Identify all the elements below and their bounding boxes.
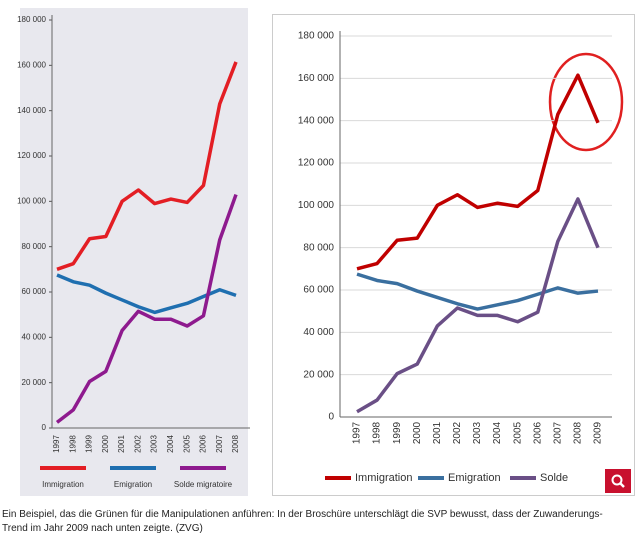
x-tick-label: 2005 (182, 435, 191, 453)
x-tick-label: 2009 (593, 421, 604, 444)
left-panel (20, 8, 248, 496)
x-tick-label: 2001 (117, 435, 126, 453)
y-tick-label: 180 000 (17, 15, 46, 24)
x-tick-label: 1999 (85, 435, 94, 453)
x-tick-label: 1998 (68, 435, 77, 453)
x-tick-label: 2007 (552, 421, 563, 444)
y-tick-label: 80 000 (22, 242, 47, 251)
y-tick-label: 100 000 (298, 200, 335, 211)
x-tick-label: 2005 (512, 421, 523, 444)
x-tick-label: 2006 (199, 435, 208, 453)
y-tick-label: 20 000 (303, 369, 334, 380)
series-line (56, 61, 238, 271)
x-tick-label: 2002 (452, 421, 463, 444)
legend-label: Immigration (355, 472, 412, 484)
x-tick-label: 2001 (432, 421, 443, 444)
y-tick-label: 140 000 (298, 115, 335, 126)
y-tick-label: 160 000 (298, 73, 335, 84)
zoom-icon (611, 474, 625, 488)
x-tick-label: 2008 (231, 435, 240, 453)
y-tick-label: 0 (328, 412, 334, 423)
right-panel (272, 14, 635, 496)
y-tick-label: 140 000 (17, 106, 46, 115)
x-tick-label: 2000 (101, 435, 110, 453)
x-tick-label: 2002 (133, 435, 142, 453)
y-tick-label: 80 000 (303, 242, 334, 253)
x-tick-label: 2007 (215, 435, 224, 453)
legend-label: Immigration (42, 480, 84, 489)
legend-label: Emigration (114, 480, 152, 489)
legend-label: Solde migratoire (174, 480, 233, 489)
caption: Ein Beispiel, das die Grünen für die Man… (2, 509, 603, 534)
y-tick-label: 120 000 (17, 151, 46, 160)
x-tick-label: 2006 (532, 421, 543, 444)
y-tick-label: 60 000 (303, 285, 334, 296)
y-tick-label: 100 000 (17, 196, 46, 205)
y-tick-label: 40 000 (22, 332, 47, 341)
x-tick-label: 1999 (392, 421, 403, 444)
y-tick-label: 20 000 (22, 378, 47, 387)
x-tick-label: 1997 (352, 421, 363, 444)
x-tick-label: 2004 (166, 435, 175, 453)
series-line (55, 193, 238, 424)
y-tick-label: 120 000 (298, 158, 335, 169)
x-tick-label: 1997 (52, 435, 61, 453)
series-line (356, 73, 600, 271)
legend-label: Solde (540, 472, 568, 484)
chart: 0 20 000 40 000 60 000 80 000 100 000 120 000 1… (17, 8, 635, 496)
series-line (356, 197, 600, 414)
highlight-circle (548, 52, 624, 152)
series-line (356, 272, 599, 311)
x-tick-label: 2004 (492, 421, 503, 444)
x-tick-label: 2008 (573, 421, 584, 444)
x-tick-label: 2000 (412, 421, 423, 444)
legend-label: Emigration (448, 472, 501, 484)
zoom-button[interactable] (605, 469, 631, 493)
y-tick-label: 180 000 (298, 31, 335, 42)
y-tick-label: 160 000 (17, 60, 46, 69)
y-tick-label: 60 000 (22, 287, 47, 296)
y-tick-label: 40 000 (303, 327, 334, 338)
x-tick-label: 2003 (472, 421, 483, 444)
y-tick-label: 0 (42, 423, 47, 432)
x-tick-label: 2003 (150, 435, 159, 453)
x-tick-label: 1998 (372, 421, 383, 444)
